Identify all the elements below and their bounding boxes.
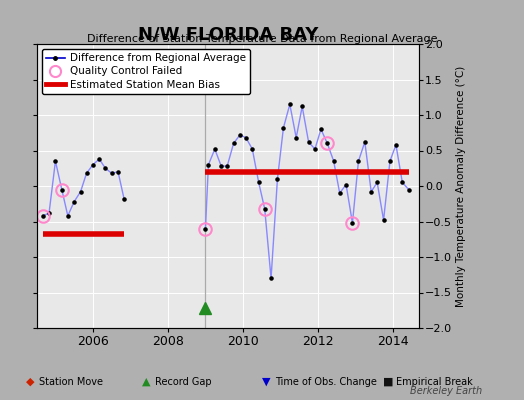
Text: ▼: ▼ — [262, 377, 270, 387]
Text: Berkeley Earth: Berkeley Earth — [410, 386, 482, 396]
Title: N/W FLORIDA BAY: N/W FLORIDA BAY — [138, 26, 318, 44]
Y-axis label: Monthly Temperature Anomaly Difference (°C): Monthly Temperature Anomaly Difference (… — [456, 65, 466, 307]
Text: ■: ■ — [383, 377, 393, 387]
Text: ◆: ◆ — [26, 377, 35, 387]
Text: Empirical Break: Empirical Break — [396, 377, 472, 387]
Text: Station Move: Station Move — [39, 377, 103, 387]
Legend: Difference from Regional Average, Quality Control Failed, Estimated Station Mean: Difference from Regional Average, Qualit… — [42, 49, 250, 94]
Text: Difference of Station Temperature Data from Regional Average: Difference of Station Temperature Data f… — [87, 34, 437, 44]
Text: ▲: ▲ — [141, 377, 150, 387]
Text: Time of Obs. Change: Time of Obs. Change — [275, 377, 377, 387]
Text: Record Gap: Record Gap — [155, 377, 211, 387]
